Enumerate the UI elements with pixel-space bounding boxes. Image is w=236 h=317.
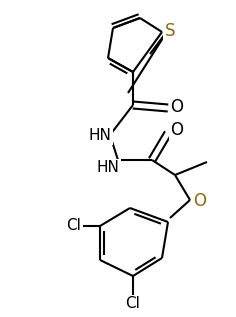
Text: Cl: Cl <box>126 296 140 312</box>
Text: Cl: Cl <box>67 218 81 234</box>
Text: S: S <box>165 22 175 40</box>
Text: Cl: Cl <box>67 218 81 234</box>
Text: HN: HN <box>97 160 119 176</box>
Text: O: O <box>194 192 206 210</box>
Text: O: O <box>170 98 184 116</box>
Text: HN: HN <box>88 128 111 144</box>
Text: HN: HN <box>88 128 111 144</box>
Text: S: S <box>165 22 175 40</box>
Text: O: O <box>170 121 184 139</box>
Text: HN: HN <box>97 160 119 176</box>
Text: O: O <box>194 192 206 210</box>
Text: Cl: Cl <box>126 296 140 312</box>
Text: O: O <box>170 98 184 116</box>
Text: O: O <box>170 121 184 139</box>
